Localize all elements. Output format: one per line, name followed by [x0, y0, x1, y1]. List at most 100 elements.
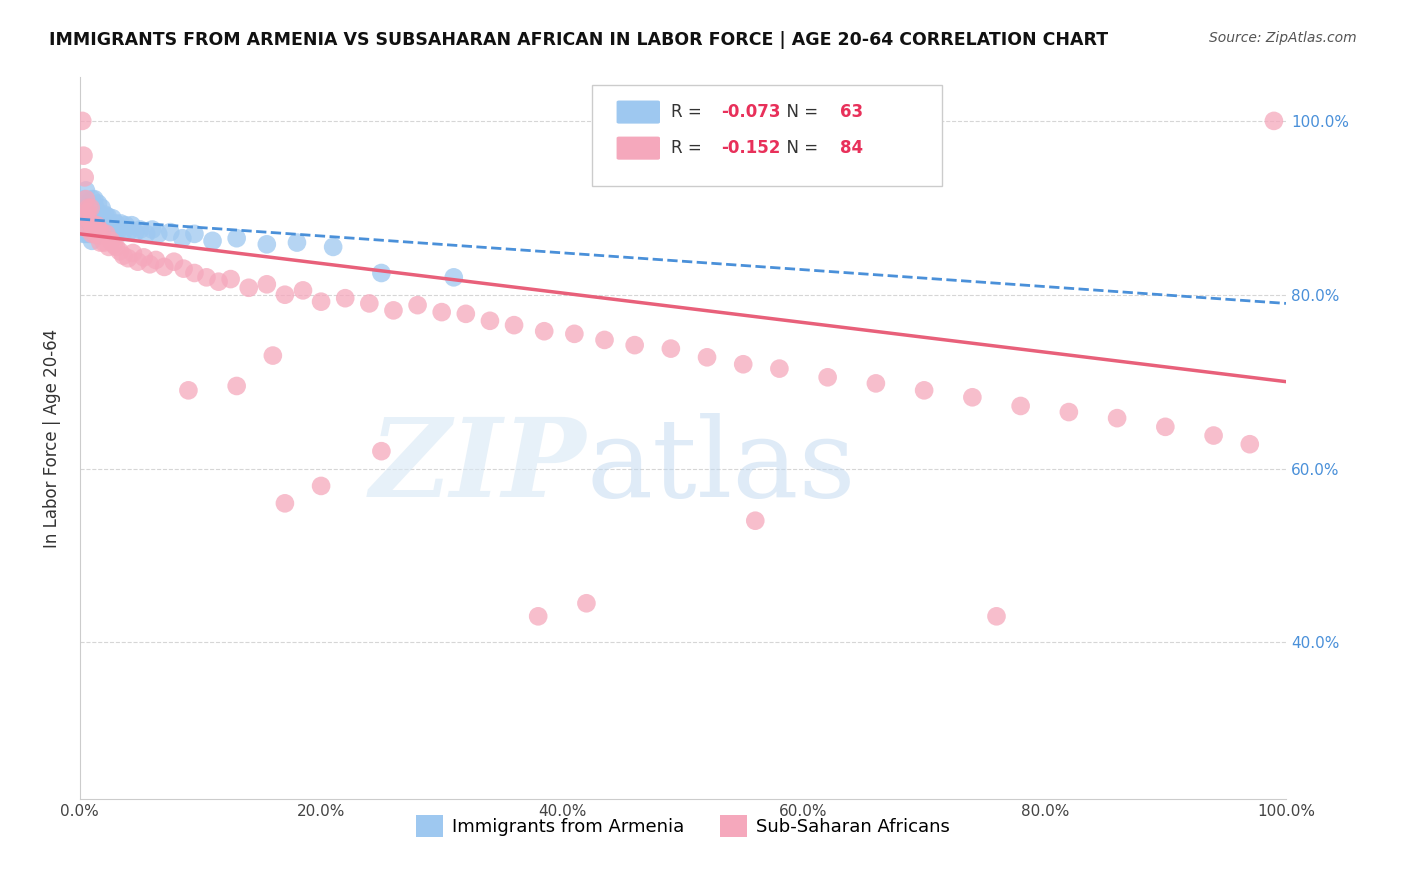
Legend: Immigrants from Armenia, Sub-Saharan Africans: Immigrants from Armenia, Sub-Saharan Afr… [409, 807, 957, 844]
Point [73, 218, 96, 232]
Point [83, 192, 105, 206]
Point [285, 235, 308, 250]
Point [87, 228, 110, 243]
Point [274, 287, 297, 301]
Point [76, 217, 98, 231]
Point [87, 219, 110, 234]
Point [159, 225, 181, 239]
Point [309, 294, 332, 309]
Point [135, 227, 157, 241]
Point [84, 227, 107, 241]
Point [623, 338, 645, 352]
Point [77, 205, 100, 219]
Point [201, 234, 224, 248]
Text: R =: R = [671, 139, 707, 157]
Point [89, 222, 111, 236]
Point [124, 225, 146, 239]
Text: Source: ZipAtlas.com: Source: ZipAtlas.com [1209, 31, 1357, 45]
Point [86, 218, 108, 232]
Point [172, 231, 194, 245]
Point [139, 257, 162, 271]
Point [100, 234, 122, 248]
Text: 84: 84 [839, 139, 863, 157]
Point [370, 266, 392, 280]
Point [1154, 420, 1177, 434]
Point [77, 201, 100, 215]
Point [382, 303, 405, 318]
Point [163, 254, 186, 268]
Point [768, 361, 790, 376]
Point [183, 266, 205, 280]
Point [76, 205, 98, 219]
Point [274, 496, 297, 510]
Point [1202, 428, 1225, 442]
Text: R =: R = [671, 103, 707, 121]
Point [177, 384, 200, 398]
Point [108, 244, 131, 259]
Point [527, 609, 550, 624]
Point [73, 192, 96, 206]
Point [103, 225, 125, 239]
Point [443, 270, 465, 285]
Point [262, 349, 284, 363]
Point [225, 379, 247, 393]
Point [86, 208, 108, 222]
Point [82, 218, 104, 232]
Point [454, 307, 477, 321]
Point [72, 227, 94, 241]
Point [80, 234, 103, 248]
Point [79, 196, 101, 211]
Point [335, 291, 357, 305]
Point [97, 240, 120, 254]
Point [80, 227, 103, 241]
Point [80, 219, 103, 234]
Point [406, 298, 429, 312]
Point [93, 217, 115, 231]
Point [89, 208, 111, 222]
Text: atlas: atlas [586, 414, 856, 521]
Point [77, 222, 100, 236]
Point [80, 205, 103, 219]
Point [1239, 437, 1261, 451]
Point [80, 192, 103, 206]
Point [107, 222, 129, 236]
Point [817, 370, 839, 384]
Point [75, 205, 97, 219]
Point [593, 333, 616, 347]
Text: N =: N = [776, 139, 823, 157]
Point [100, 222, 122, 236]
Point [183, 227, 205, 241]
Point [97, 210, 120, 224]
Point [121, 218, 143, 232]
Point [219, 272, 242, 286]
Point [101, 211, 124, 226]
Point [72, 149, 94, 163]
Point [79, 214, 101, 228]
Point [105, 217, 128, 231]
Point [986, 609, 1008, 624]
Point [79, 218, 101, 232]
Point [292, 284, 315, 298]
Point [122, 246, 145, 260]
Point [153, 260, 176, 274]
Point [75, 192, 97, 206]
Point [430, 305, 453, 319]
Point [72, 218, 94, 232]
Point [75, 183, 97, 197]
Point [90, 222, 112, 236]
Point [87, 196, 110, 211]
Point [533, 324, 555, 338]
Point [1263, 114, 1285, 128]
Point [83, 217, 105, 231]
Point [309, 479, 332, 493]
Point [103, 237, 125, 252]
Point [73, 210, 96, 224]
Point [256, 277, 278, 292]
Point [207, 275, 229, 289]
Point [127, 254, 149, 268]
Point [370, 444, 392, 458]
Point [564, 326, 586, 341]
Point [73, 170, 96, 185]
Point [148, 227, 170, 241]
Point [72, 201, 94, 215]
